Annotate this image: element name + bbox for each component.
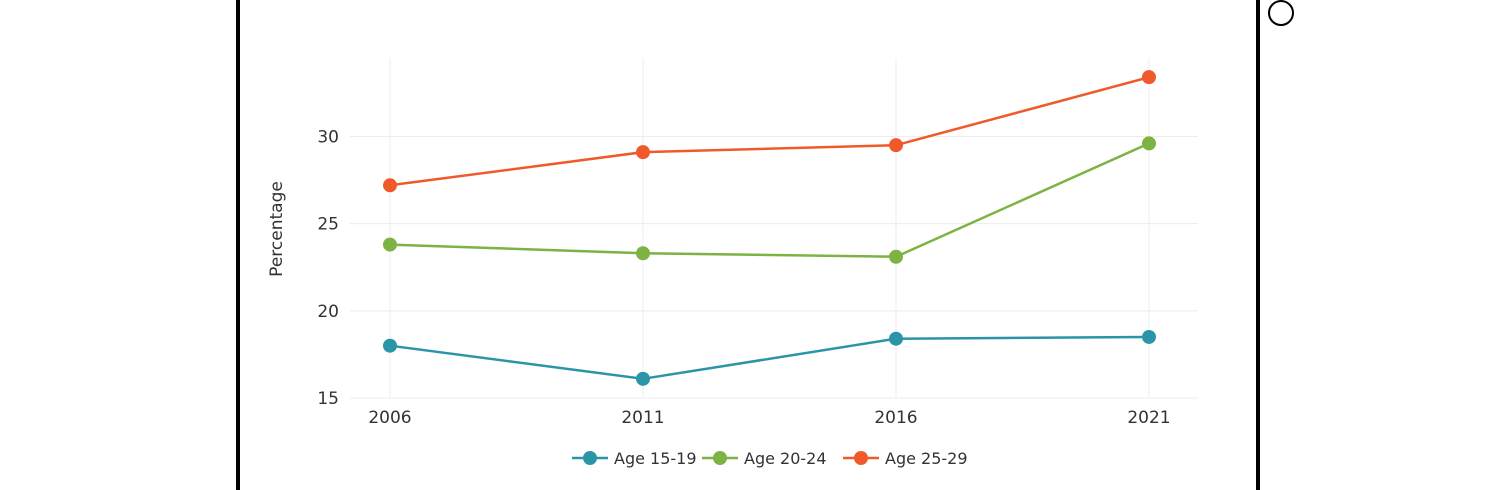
y-tick-label: 30 (317, 127, 339, 147)
x-tick-label: 2011 (621, 408, 664, 428)
data-point (636, 246, 650, 261)
x-tick-label: 2021 (1127, 408, 1170, 428)
data-point (636, 371, 650, 386)
series-line (389, 75, 1150, 187)
grid (350, 58, 1198, 399)
y-tick-label: 25 (317, 215, 339, 235)
data-point (383, 237, 397, 252)
radio-button-icon[interactable] (1268, 0, 1294, 26)
series-2 (383, 136, 1156, 264)
line-chart: 15 20 25 30 2006 2011 2016 2021 Percentage Age… (267, 58, 1198, 468)
data-point (889, 331, 903, 346)
data-point (889, 249, 903, 264)
legend-item: Age 20-24 (702, 449, 827, 468)
series (383, 70, 1156, 386)
series-line (389, 335, 1150, 381)
y-tick-label: 20 (317, 302, 339, 322)
data-point (1142, 70, 1156, 85)
data-point (889, 138, 903, 153)
y-axis-ticks: 15 20 25 30 (317, 127, 339, 409)
legend: Age 15-19 Age 20-24 Age 25-29 (572, 449, 968, 468)
chart-frame (236, 0, 1260, 490)
legend-marker (713, 451, 727, 465)
legend-item: Age 25-29 (843, 449, 968, 468)
legend-marker (583, 451, 597, 465)
data-point (383, 338, 397, 353)
series-3 (383, 70, 1156, 193)
series-line (389, 142, 1150, 259)
x-tick-label: 2016 (874, 408, 917, 428)
legend-label: Age 20-24 (744, 449, 827, 468)
data-point (1142, 136, 1156, 151)
data-point (636, 145, 650, 160)
x-tick-label: 2006 (368, 408, 411, 428)
legend-label: Age 25-29 (885, 449, 968, 468)
y-tick-label: 15 (317, 389, 339, 409)
legend-marker (854, 451, 868, 465)
legend-label: Age 15-19 (614, 449, 697, 468)
data-point (383, 178, 397, 193)
legend-item: Age 15-19 (572, 449, 697, 468)
x-axis-ticks: 2006 2011 2016 2021 (368, 408, 1170, 428)
data-point (1142, 329, 1156, 344)
series-1 (383, 329, 1156, 386)
y-axis-title: Percentage (267, 181, 287, 277)
